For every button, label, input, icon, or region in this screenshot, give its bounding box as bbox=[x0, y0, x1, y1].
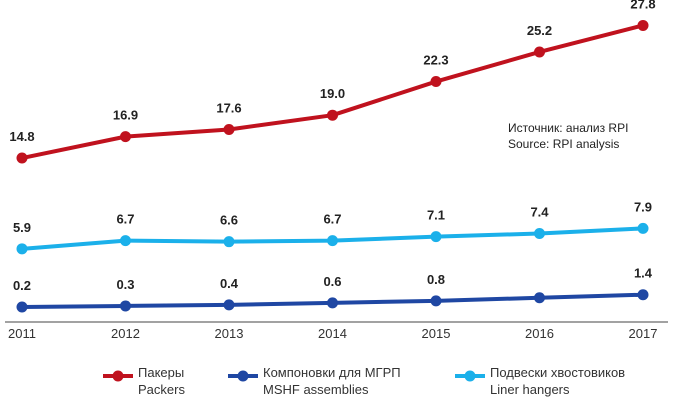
data-point bbox=[16, 301, 28, 313]
legend-label-ru: Компоновки для МГРП bbox=[263, 365, 401, 380]
legend-item: Подвески хвостовиков Liner hangers bbox=[455, 365, 625, 397]
x-tick-label: 2017 bbox=[629, 326, 658, 341]
data-label: 0.2 bbox=[13, 278, 31, 293]
data-point bbox=[120, 235, 131, 247]
x-tick-label: 2011 bbox=[8, 326, 36, 341]
data-label: 6.6 bbox=[220, 213, 238, 228]
data-point bbox=[534, 46, 545, 58]
data-point bbox=[120, 300, 131, 312]
source-ru: Источник: анализ RPI bbox=[508, 121, 628, 135]
legend-label-en: MSHF assemblies bbox=[263, 382, 369, 397]
data-point bbox=[223, 123, 235, 135]
data-label: 22.3 bbox=[423, 53, 448, 68]
data-label: 14.8 bbox=[9, 129, 34, 144]
data-point bbox=[223, 299, 235, 311]
x-tick-label: 2012 bbox=[111, 326, 140, 341]
data-label: 6.7 bbox=[323, 212, 341, 227]
data-point bbox=[327, 235, 338, 247]
series-liner-hangers: 5.9 6.7 6.6 6.7 7.1 7.4 7.9 bbox=[13, 199, 652, 255]
data-point bbox=[16, 152, 28, 164]
x-tick-label: 2016 bbox=[525, 326, 554, 341]
x-tick-label: 2015 bbox=[422, 326, 451, 341]
data-point bbox=[327, 109, 338, 121]
data-label: 6.7 bbox=[116, 212, 134, 227]
data-label: 7.1 bbox=[427, 208, 445, 223]
source-en: Source: RPI analysis bbox=[508, 137, 619, 151]
data-point bbox=[327, 297, 338, 309]
data-label: 5.9 bbox=[13, 220, 31, 235]
series-packers: 14.8 16.9 17.6 19.0 22.3 25.2 27.8 bbox=[9, 0, 656, 164]
data-point bbox=[534, 292, 545, 304]
data-point bbox=[120, 131, 131, 143]
legend-marker bbox=[464, 370, 476, 382]
data-label: 16.9 bbox=[113, 108, 138, 123]
legend-item: Пакеры Packers bbox=[103, 365, 185, 397]
x-tick-label: 2013 bbox=[215, 326, 244, 341]
data-label: 25.2 bbox=[527, 23, 552, 38]
data-label: 7.9 bbox=[634, 199, 652, 214]
data-point bbox=[534, 228, 545, 240]
legend-marker bbox=[112, 370, 124, 382]
data-point bbox=[16, 243, 28, 255]
data-point bbox=[430, 295, 442, 307]
data-point bbox=[637, 222, 649, 234]
data-point bbox=[637, 19, 649, 31]
data-label: 17.6 bbox=[216, 100, 241, 115]
data-label: 19.0 bbox=[320, 86, 345, 101]
data-point bbox=[430, 231, 442, 243]
data-label: 0.4 bbox=[220, 276, 239, 291]
legend-marker bbox=[237, 370, 249, 382]
data-label: 27.8 bbox=[630, 0, 655, 11]
legend-label-en: Liner hangers bbox=[490, 382, 570, 397]
legend-label-en: Packers bbox=[138, 382, 185, 397]
series-mshf-assemblies: 0.2 0.3 0.4 0.6 0.8 1.4 bbox=[13, 266, 653, 313]
data-label: 1.4 bbox=[634, 266, 653, 281]
legend-label-ru: Пакеры bbox=[138, 365, 184, 380]
data-point bbox=[430, 76, 442, 88]
data-label: 0.3 bbox=[116, 277, 134, 292]
data-point bbox=[223, 236, 235, 248]
legend-item: Компоновки для МГРП MSHF assemblies bbox=[228, 365, 401, 397]
x-tick-label: 2014 bbox=[318, 326, 347, 341]
data-label: 0.6 bbox=[323, 274, 341, 289]
legend-label-ru: Подвески хвостовиков bbox=[490, 365, 625, 380]
data-label: 0.8 bbox=[427, 272, 445, 287]
data-label: 7.4 bbox=[530, 205, 549, 220]
data-point bbox=[637, 289, 649, 301]
